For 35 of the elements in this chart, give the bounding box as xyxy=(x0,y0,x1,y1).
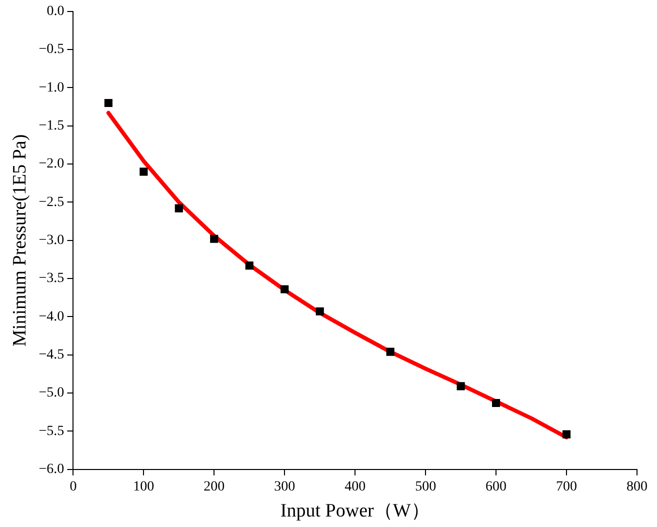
y-tick-label: −2.5 xyxy=(38,194,64,210)
y-tick-label: −4.5 xyxy=(38,348,64,363)
point xyxy=(316,307,324,316)
x-tick-label: 500 xyxy=(415,479,436,494)
y-tick-label: −6.0 xyxy=(38,462,64,478)
x-tick-label: 600 xyxy=(486,479,507,494)
point xyxy=(245,262,254,270)
point xyxy=(386,348,394,356)
x-tick-label: 300 xyxy=(274,479,296,494)
y-tick-label: −0.5 xyxy=(38,42,64,58)
x-tick-label: 800 xyxy=(626,479,648,494)
x-tick-label: 0 xyxy=(70,479,77,494)
point xyxy=(210,234,218,243)
point xyxy=(492,398,500,408)
x-axis-title: Input Power（W） xyxy=(280,500,430,522)
point xyxy=(280,285,289,294)
y-tick-label: −1.0 xyxy=(38,80,64,96)
y-tick-label: −3.5 xyxy=(38,271,64,286)
y-tick-label: −5.5 xyxy=(38,424,64,439)
y-axis-title: Minimum Pressure(1E5 Pa) xyxy=(9,134,30,346)
y-tick-label: −3.0 xyxy=(38,233,64,248)
point xyxy=(140,168,148,176)
x-tick-label: 200 xyxy=(204,479,225,494)
point xyxy=(456,382,465,390)
x-tick-label: 400 xyxy=(344,479,366,494)
y-tick-label: −4.0 xyxy=(38,309,64,324)
point xyxy=(104,98,112,108)
x-tick-label: 100 xyxy=(133,479,154,494)
y-tick-label: −1.5 xyxy=(38,118,64,134)
point xyxy=(174,204,183,212)
y-tick-label: −2.0 xyxy=(38,156,64,172)
x-tick-label: 700 xyxy=(556,479,578,494)
point xyxy=(562,430,571,438)
y-tick-label: −5.0 xyxy=(38,386,64,401)
y-tick-label: 0.0 xyxy=(46,4,64,20)
